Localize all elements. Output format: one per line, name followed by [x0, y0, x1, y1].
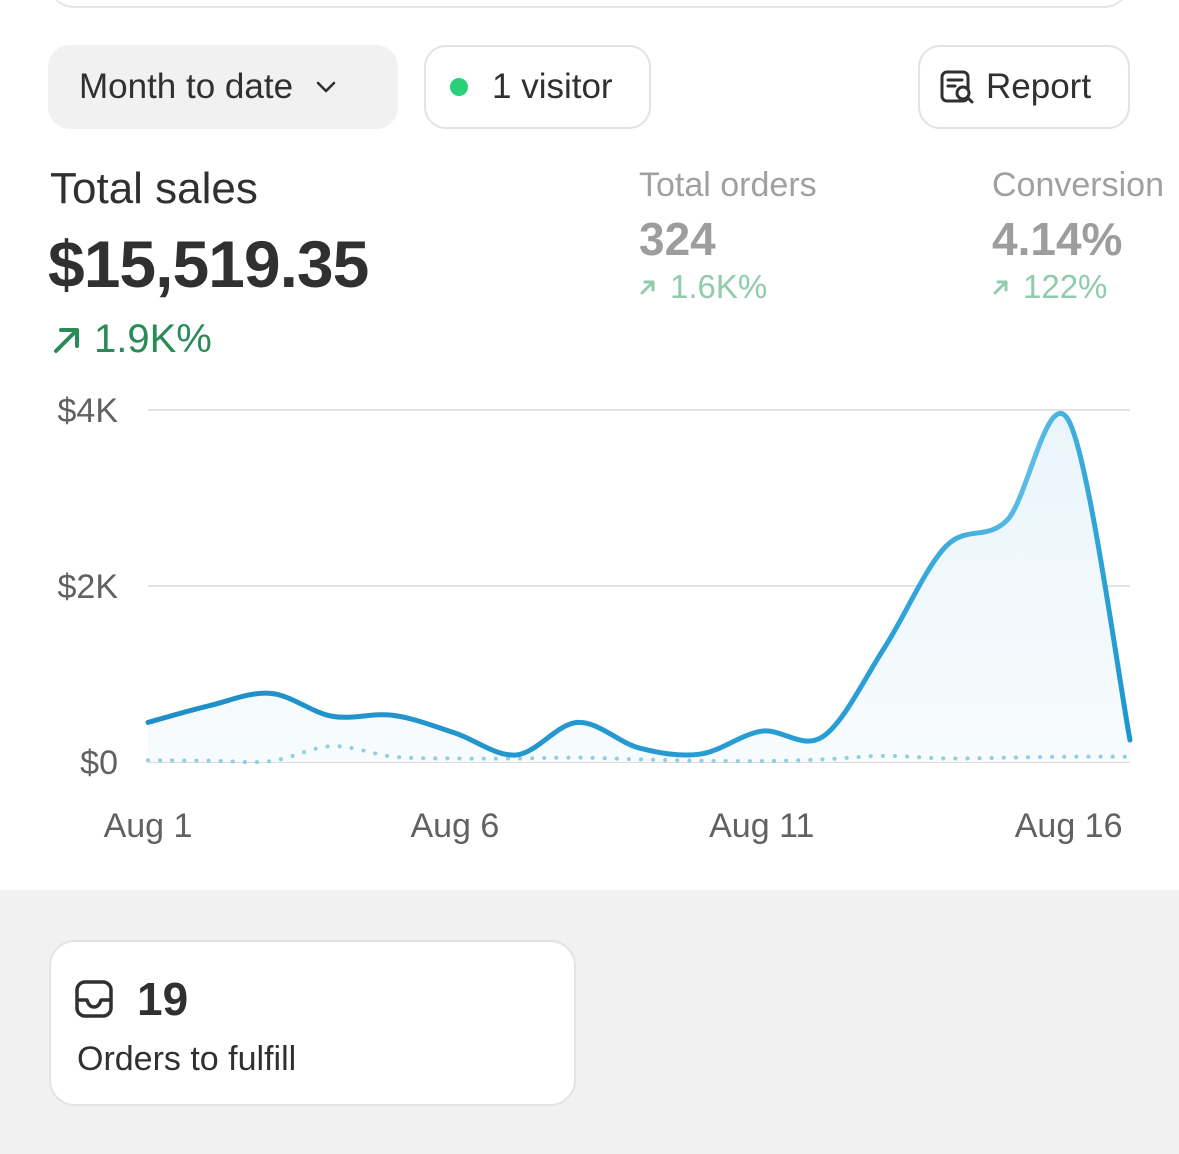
- arrow-up-right-icon: [993, 280, 1008, 295]
- conversion-change-value: 122%: [1023, 268, 1108, 305]
- date-range-label: Month to date: [79, 67, 294, 106]
- y-tick-label: $2K: [58, 568, 119, 606]
- total-orders-change: 1.6K%: [638, 268, 767, 306]
- total-sales-label: Total sales: [50, 164, 258, 213]
- top-card-edge: [48, 0, 1130, 8]
- live-indicator-icon: [450, 78, 468, 96]
- total-sales-value: $15,519.35: [48, 227, 369, 301]
- x-tick-label: Aug 1: [104, 807, 193, 845]
- total-orders-change-value: 1.6K%: [670, 268, 768, 305]
- report-label: Report: [986, 67, 1092, 106]
- y-tick-label: $4K: [58, 392, 119, 430]
- x-tick-label: Aug 11: [709, 807, 814, 845]
- total-sales-change-value: 1.9K%: [94, 317, 212, 361]
- report-search-icon: [940, 70, 974, 104]
- inbox-icon: [75, 980, 113, 1018]
- orders-to-fulfill-count: 19: [137, 973, 189, 1025]
- orders-to-fulfill-card[interactable]: 19 Orders to fulfill: [49, 940, 576, 1106]
- live-visitors-button[interactable]: 1 visitor: [424, 45, 651, 129]
- x-tick-label: Aug 6: [410, 807, 499, 845]
- x-tick-label: Aug 16: [1015, 807, 1123, 845]
- visitor-count: 1 visitor: [492, 67, 613, 106]
- total-sales-change: 1.9K%: [50, 317, 212, 362]
- chevron-down-icon: [316, 81, 336, 93]
- report-button[interactable]: Report: [918, 45, 1130, 129]
- conversion-value: 4.14%: [992, 213, 1123, 265]
- orders-to-fulfill-label: Orders to fulfill: [77, 1040, 297, 1078]
- sales-chart[interactable]: $0 $2K $4K Aug 1 Aug 6 Aug 11 Aug 16: [0, 380, 1179, 860]
- arrow-up-right-icon: [640, 280, 655, 295]
- conversion-label[interactable]: Conversion: [992, 166, 1164, 204]
- y-tick-label: $0: [80, 744, 118, 782]
- date-range-selector[interactable]: Month to date: [48, 45, 398, 129]
- total-orders-value: 324: [639, 213, 716, 265]
- sales-series-line: [145, 410, 1133, 758]
- toolbar: Month to date 1 visitor Report: [48, 45, 1130, 129]
- total-orders-label[interactable]: Total orders: [639, 166, 817, 204]
- sales-area-fill: [148, 413, 1130, 762]
- arrow-up-right-icon: [54, 327, 79, 353]
- conversion-change: 122%: [991, 268, 1107, 306]
